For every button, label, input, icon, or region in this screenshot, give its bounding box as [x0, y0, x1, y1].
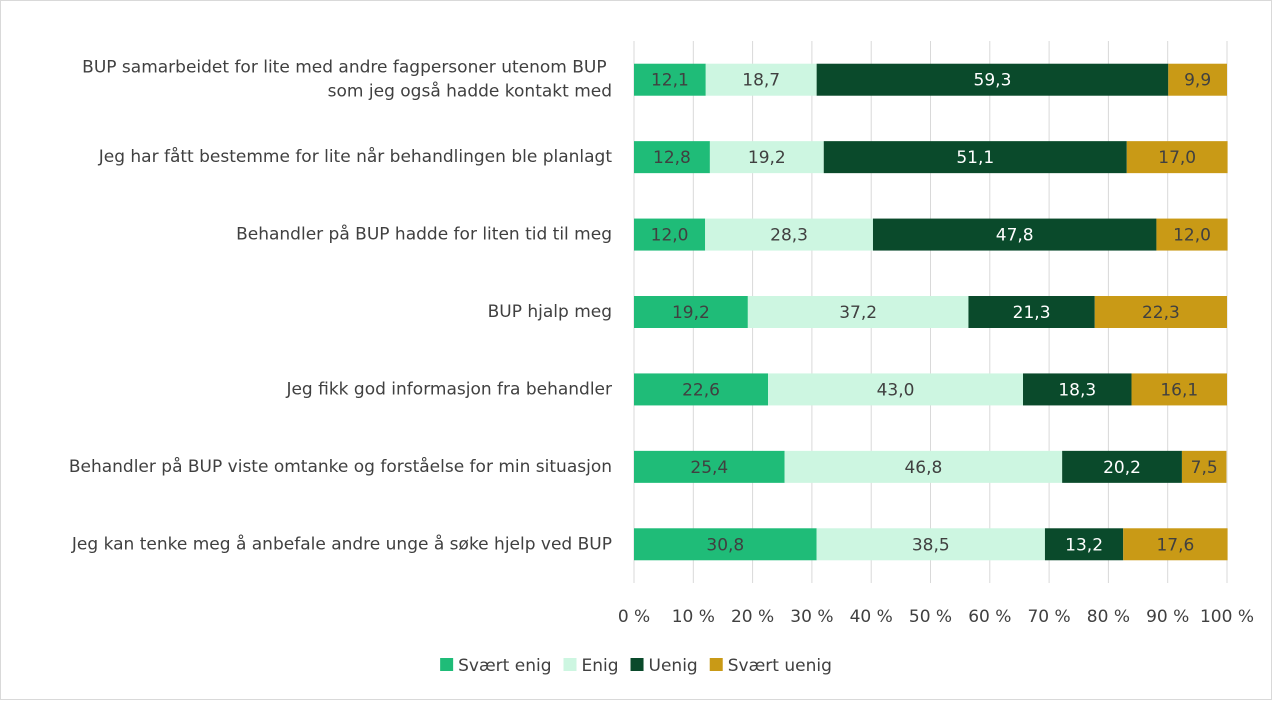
data-label: 43,0 [877, 380, 915, 400]
data-label: 46,8 [904, 458, 942, 478]
bar-segment [705, 63, 817, 96]
x-tick-label: 70 % [1027, 607, 1070, 627]
data-label: 19,2 [748, 148, 786, 168]
data-label: 12,0 [1173, 226, 1211, 246]
legend-swatch [709, 658, 723, 671]
x-tick-label: 40 % [850, 607, 893, 627]
bar-segment [1156, 218, 1228, 251]
x-tick-label: 80 % [1087, 607, 1130, 627]
bar-segment [709, 141, 824, 174]
legend-swatch [440, 658, 454, 671]
x-tick-label: 20 % [731, 607, 774, 627]
bar-segment [1168, 63, 1227, 96]
bar-segment [1131, 373, 1227, 406]
x-tick-label: 30 % [790, 607, 833, 627]
bar-segment [872, 218, 1157, 251]
label-line: som jeg også hadde kontakt med [328, 81, 612, 102]
legend-label: Enig [582, 656, 619, 676]
bar-segment [634, 141, 710, 174]
bar-segment [1044, 528, 1124, 561]
data-label: 22,6 [682, 380, 720, 400]
legend-swatch [630, 658, 644, 671]
bar-segment [634, 528, 817, 561]
data-label: 28,3 [770, 226, 808, 246]
data-label: 17,6 [1156, 535, 1194, 555]
data-label: 19,2 [672, 303, 710, 323]
bar-segment [1094, 296, 1227, 328]
x-tick-label: 50 % [909, 607, 952, 627]
bar-segment [634, 296, 748, 328]
data-label: 51,1 [956, 148, 994, 168]
legend-label: Svært uenig [728, 656, 832, 676]
data-label: 38,5 [912, 535, 950, 555]
data-label: 16,1 [1160, 380, 1198, 400]
data-label: 25,4 [690, 458, 728, 478]
bar-segment [747, 296, 969, 328]
bar-segment [1023, 373, 1132, 406]
data-label: 59,3 [974, 71, 1012, 91]
bar-segment [784, 450, 1063, 483]
bar-segment [816, 63, 1169, 96]
bar-segment [1126, 141, 1228, 174]
x-tick-label: 90 % [1146, 607, 1189, 627]
data-label: 13,2 [1065, 535, 1103, 555]
x-tick-label: 10 % [672, 607, 715, 627]
x-tick-label: 60 % [968, 607, 1011, 627]
bar-segment [968, 296, 1095, 328]
legend-label: Svært enig [458, 656, 551, 676]
bar-segment [1181, 450, 1227, 483]
data-label: 22,3 [1142, 303, 1180, 323]
legend-label: Uenig [649, 656, 698, 676]
bar-segment [634, 218, 706, 251]
data-label: 12,0 [651, 226, 689, 246]
y-category-label: Jeg kan tenke meg å anbefale andre unge … [71, 533, 612, 554]
label-line: BUP samarbeidet for lite med andre fagpe… [82, 58, 612, 78]
bar-segment [705, 218, 873, 251]
bar-segment [1062, 450, 1182, 483]
x-tick-label: 100 % [1200, 607, 1254, 627]
bar-segment [823, 141, 1127, 174]
data-label: 20,2 [1103, 458, 1141, 478]
y-category-label: BUP samarbeidet for lite med andre fagpe… [82, 58, 612, 102]
bar-segment [634, 373, 769, 406]
data-label: 17,0 [1158, 148, 1196, 168]
legend-swatch [563, 658, 577, 671]
bar-segment [634, 63, 706, 96]
bar-segment [816, 528, 1045, 561]
data-label: 18,3 [1058, 380, 1096, 400]
data-label: 12,1 [651, 71, 689, 91]
data-label: 18,7 [742, 71, 780, 91]
data-label: 37,2 [839, 303, 877, 323]
data-label: 7,5 [1191, 458, 1218, 478]
data-label: 47,8 [996, 226, 1034, 246]
y-category-label: BUP hjalp meg [488, 302, 612, 322]
y-category-label: Jeg har fått bestemme for lite når behan… [98, 146, 613, 167]
y-category-label: Jeg fikk god informasjon fra behandler [285, 379, 612, 399]
data-label: 30,8 [706, 535, 744, 555]
y-category-label: Behandler på BUP viste omtanke og forstå… [69, 456, 612, 477]
bar-segment [1123, 528, 1228, 561]
bar-segment [768, 373, 1024, 406]
data-label: 21,3 [1013, 303, 1051, 323]
x-tick-label: 0 % [618, 607, 650, 627]
bar-segment [634, 450, 785, 483]
data-label: 9,9 [1184, 71, 1211, 91]
y-category-label: Behandler på BUP hadde for liten tid til… [236, 224, 612, 245]
data-label: 12,8 [653, 148, 691, 168]
